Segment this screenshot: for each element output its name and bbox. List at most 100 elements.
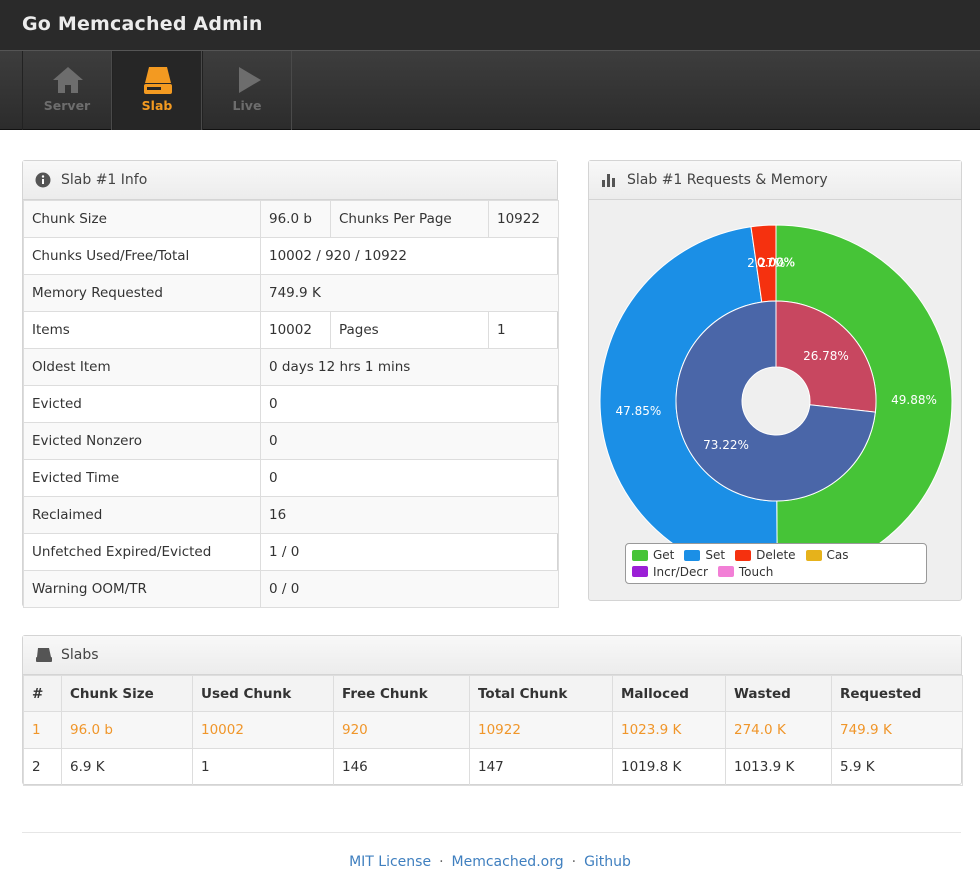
nav-label: Live [203, 98, 291, 113]
nav-tab[interactable]: Server [22, 51, 112, 130]
column-header: Requested [832, 676, 963, 712]
info-table: Chunk Size96.0 bChunks Per Page10922Chun… [23, 200, 559, 608]
legend-swatch [632, 566, 648, 577]
column-header: Total Chunk [470, 676, 613, 712]
slab-cell: 146 [334, 749, 470, 786]
legend-item: Cas [806, 547, 849, 563]
info-value: 1 / 0 [261, 534, 559, 571]
legend-label: Cas [827, 548, 849, 562]
column-header: Malloced [613, 676, 726, 712]
info-key: Chunks Per Page [331, 201, 489, 238]
info-key: Reclaimed [24, 497, 261, 534]
slab-cell: 96.0 b [62, 712, 193, 749]
info-value: 10002 / 920 / 10922 [261, 238, 559, 275]
info-value: 10002 [261, 312, 331, 349]
info-key: Pages [331, 312, 489, 349]
column-header: Free Chunk [334, 676, 470, 712]
slabs-table: #Chunk SizeUsed ChunkFree ChunkTotal Chu… [23, 675, 963, 786]
info-value: 0 [261, 423, 559, 460]
footer-link[interactable]: Github [564, 854, 631, 870]
data-label: 49.88% [891, 393, 937, 407]
info-key: Unfetched Expired/Evicted [24, 534, 261, 571]
chart-panel: Slab #1 Requests & Memory 49.88%47.85%2.… [588, 160, 962, 601]
info-value: 1 [489, 312, 559, 349]
footer: MIT LicenseMemcached.orgGithub [0, 854, 980, 870]
info-key: Oldest Item [24, 349, 261, 386]
top-bar: Go Memcached Admin [0, 0, 980, 50]
panel-heading: Slabs [23, 636, 961, 675]
legend-swatch [684, 550, 700, 561]
info-row: Evicted0 [24, 386, 559, 423]
panel-heading: Slab #1 Requests & Memory [589, 161, 961, 200]
legend-label: Delete [756, 548, 795, 562]
header-row: #Chunk SizeUsed ChunkFree ChunkTotal Chu… [24, 676, 963, 712]
legend-swatch [735, 550, 751, 561]
legend-label: Get [653, 548, 674, 562]
legend-item: Delete [735, 547, 795, 563]
slab-cell: 10922 [470, 712, 613, 749]
nav-label: Server [23, 98, 111, 113]
slab-cell: 1023.9 K [613, 712, 726, 749]
slab-cell: 1013.9 K [726, 749, 832, 786]
nav-bar: Server Slab Live [0, 50, 980, 130]
play-icon [231, 65, 265, 95]
slab-cell: 6.9 K [62, 749, 193, 786]
legend-swatch [632, 550, 648, 561]
legend-item: Incr/Decr [632, 564, 708, 580]
slab-cell: 5.9 K [832, 749, 963, 786]
info-row: Items10002Pages1 [24, 312, 559, 349]
info-value: 0 [261, 386, 559, 423]
slab-cell: 10002 [193, 712, 334, 749]
legend-item: Get [632, 547, 674, 563]
column-header: # [24, 676, 62, 712]
legend-label: Incr/Decr [653, 565, 708, 579]
info-row: Chunk Size96.0 bChunks Per Page10922 [24, 201, 559, 238]
info-panel: Slab #1 Info Chunk Size96.0 bChunks Per … [22, 160, 558, 607]
donut-chart: 49.88%47.85%2.27%0.00%0.00%0.00%26.78%73… [589, 200, 961, 600]
legend-swatch [806, 550, 822, 561]
info-row: Warning OOM/TR0 / 0 [24, 571, 559, 608]
info-row: Evicted Time0 [24, 460, 559, 497]
slab-cell: 274.0 K [726, 712, 832, 749]
panel-title: Slab #1 Requests & Memory [627, 172, 828, 188]
info-key: Evicted Nonzero [24, 423, 261, 460]
info-key: Evicted [24, 386, 261, 423]
column-header: Wasted [726, 676, 832, 712]
data-label: 0.00% [757, 256, 795, 270]
legend-swatch [718, 566, 734, 577]
panel-title: Slabs [61, 647, 99, 663]
column-header: Chunk Size [62, 676, 193, 712]
info-value: 749.9 K [261, 275, 559, 312]
chart-icon [601, 172, 617, 188]
app-title: Go Memcached Admin [22, 13, 263, 35]
slab-cell: 2 [24, 749, 62, 786]
info-row: Memory Requested749.9 K [24, 275, 559, 312]
footer-divider [22, 832, 961, 833]
info-row: Unfetched Expired/Evicted1 / 0 [24, 534, 559, 571]
info-key: Chunk Size [24, 201, 261, 238]
footer-link[interactable]: MIT License [349, 854, 431, 870]
slab-cell: 920 [334, 712, 470, 749]
legend-item: Touch [718, 564, 773, 580]
info-key: Items [24, 312, 261, 349]
data-label: 26.78% [803, 349, 849, 363]
info-value: 10922 [489, 201, 559, 238]
legend-label: Touch [739, 565, 773, 579]
legend: Get Set Delete Cas Incr/Decr Touch [625, 543, 927, 584]
column-header: Used Chunk [193, 676, 334, 712]
nav-tab[interactable]: Slab [112, 51, 202, 130]
panel-title: Slab #1 Info [61, 172, 147, 188]
info-key: Chunks Used/Free/Total [24, 238, 261, 275]
panel-heading: Slab #1 Info [23, 161, 557, 200]
footer-link[interactable]: Memcached.org [431, 854, 564, 870]
legend-label: Set [705, 548, 725, 562]
slab-cell: 749.9 K [832, 712, 963, 749]
nav-tab[interactable]: Live [202, 51, 292, 130]
info-key: Warning OOM/TR [24, 571, 261, 608]
slab-row: 196.0 b10002920109221023.9 K274.0 K749.9… [24, 712, 963, 749]
slabs-panel: Slabs #Chunk SizeUsed ChunkFree ChunkTot… [22, 635, 962, 785]
info-value: 96.0 b [261, 201, 331, 238]
drive-icon [141, 65, 175, 95]
